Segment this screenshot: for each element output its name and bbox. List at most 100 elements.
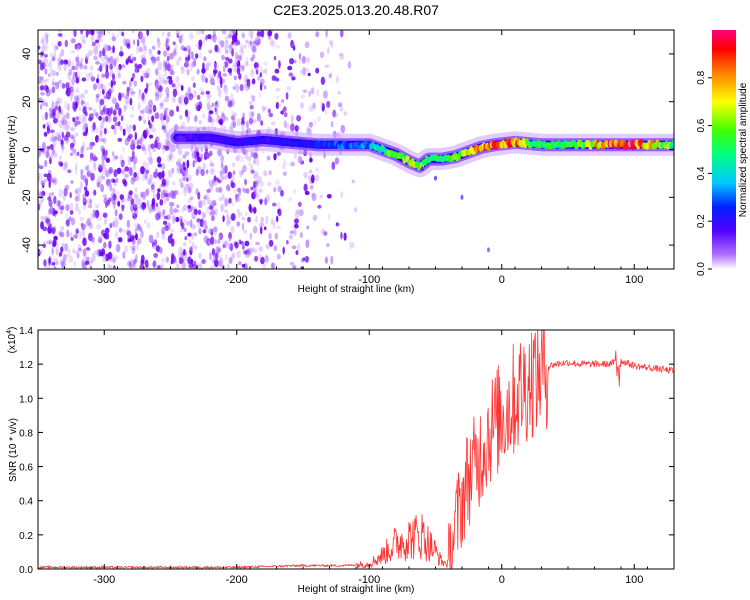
noise-blob <box>221 54 226 61</box>
noise-blob <box>271 40 276 48</box>
noise-blob <box>132 203 138 212</box>
noise-blob <box>180 65 184 70</box>
noise-blob <box>57 41 62 47</box>
noise-blob <box>64 123 69 131</box>
noise-blob <box>339 52 345 60</box>
ridge-cell <box>671 140 674 147</box>
noise-blob <box>150 186 156 194</box>
noise-blob <box>277 185 283 193</box>
noise-blob <box>100 229 106 237</box>
noise-blob <box>267 30 273 37</box>
noise-blob <box>142 41 146 48</box>
noise-blob <box>43 131 48 137</box>
noise-blob <box>208 180 213 187</box>
noise-blob <box>241 123 245 133</box>
noise-blob <box>43 58 49 63</box>
noise-blob <box>203 235 209 244</box>
noise-blob <box>136 39 140 47</box>
noise-blob <box>193 208 198 215</box>
noise-blob <box>198 101 203 110</box>
noise-blob <box>269 38 274 47</box>
noise-blob <box>167 52 172 59</box>
noise-blob <box>287 31 292 39</box>
noise-blob <box>221 30 227 35</box>
noise-blob <box>44 102 49 107</box>
noise-blob <box>161 227 165 235</box>
noise-blob <box>160 163 166 170</box>
noise-blob <box>48 257 51 266</box>
noise-blob <box>88 49 93 57</box>
x-tick-label: 0 <box>499 274 505 286</box>
noise-blob <box>292 188 297 194</box>
noise-blob <box>288 72 293 77</box>
noise-blob <box>83 65 88 70</box>
noise-blob <box>97 236 102 240</box>
noise-blob <box>170 240 174 248</box>
noise-blob <box>231 201 235 207</box>
noise-blob <box>303 171 308 179</box>
noise-blob <box>200 91 205 95</box>
noise-blob <box>161 30 165 38</box>
noise-blob <box>240 66 244 72</box>
noise-blob <box>323 231 328 236</box>
noise-blob <box>120 159 125 168</box>
noise-blob <box>239 170 243 178</box>
noise-blob <box>40 179 46 186</box>
noise-blob <box>175 216 180 223</box>
noise-blob <box>134 67 139 73</box>
noise-blob <box>112 61 117 66</box>
noise-blob <box>178 178 183 183</box>
noise-blob <box>187 186 192 194</box>
noise-blob <box>209 77 215 86</box>
noise-blob <box>89 158 93 163</box>
noise-blob <box>70 134 74 139</box>
noise-blob <box>343 111 348 116</box>
noise-blob <box>162 209 165 218</box>
noise-blob <box>172 41 176 46</box>
noise-blob <box>58 188 63 198</box>
noise-blob <box>131 105 134 111</box>
noise-blob <box>273 245 278 252</box>
noise-blob <box>102 212 108 218</box>
noise-blob <box>262 69 267 74</box>
noise-blob <box>191 232 194 240</box>
noise-blob <box>194 245 198 250</box>
noise-blob <box>144 259 149 268</box>
noise-blob <box>88 113 94 121</box>
noise-blob <box>112 187 116 195</box>
noise-blob <box>308 105 314 113</box>
noise-blob <box>53 152 58 158</box>
noise-blob <box>77 187 82 194</box>
noise-blob <box>173 189 179 196</box>
noise-blob <box>120 115 124 122</box>
noise-blob <box>78 106 82 112</box>
noise-blob <box>232 120 236 128</box>
noise-blob <box>317 204 322 209</box>
noise-blob <box>306 56 311 64</box>
noise-blob <box>80 57 84 64</box>
noise-blob <box>330 39 334 49</box>
noise-blob <box>308 90 311 98</box>
noise-blob <box>253 171 259 177</box>
noise-blob <box>231 30 237 35</box>
noise-blob <box>276 95 280 100</box>
noise-blob <box>128 262 133 269</box>
noise-blob <box>127 230 132 238</box>
noise-blob <box>164 96 169 103</box>
x-tick-label: -100 <box>358 274 380 286</box>
noise-blob <box>334 157 340 165</box>
noise-blob <box>51 134 55 142</box>
noise-blob <box>144 218 147 225</box>
noise-blob <box>43 42 49 52</box>
noise-blob <box>249 40 253 46</box>
noise-blob <box>44 68 48 75</box>
noise-blob <box>136 242 139 251</box>
noise-blob <box>138 31 143 40</box>
noise-blob <box>67 88 71 97</box>
noise-blob <box>103 242 107 249</box>
noise-blob <box>305 239 310 249</box>
noise-blob <box>231 251 236 259</box>
noise-blob <box>180 182 184 189</box>
noise-blob <box>104 227 110 234</box>
noise-blob <box>65 163 69 168</box>
